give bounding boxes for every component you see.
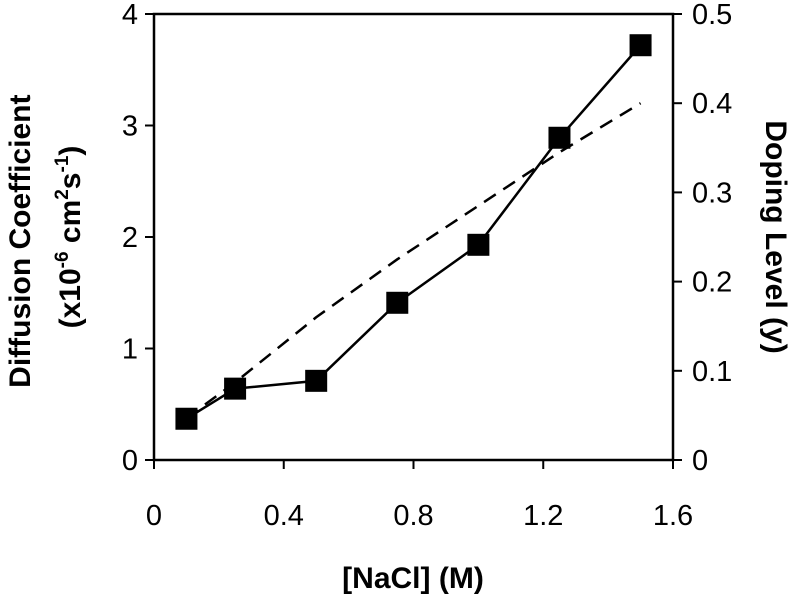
x-tick-label: 1.2 <box>523 500 563 532</box>
y-right-tick-label: 0.2 <box>692 267 732 299</box>
y-left-tick-label: 4 <box>122 0 138 31</box>
x-tick-label: 0 <box>146 500 162 532</box>
y-left-tick-label: 0 <box>122 445 138 477</box>
square-data-marker <box>629 34 652 57</box>
x-tick-label: 0.4 <box>264 500 304 532</box>
tick-marks <box>145 13 682 469</box>
square-data-marker <box>224 377 247 400</box>
y-right-tick-label: 0.4 <box>692 88 732 120</box>
x-axis-title: [NaCl] (M) <box>342 562 484 595</box>
y-left-tick-label: 3 <box>122 111 138 143</box>
square-data-marker <box>386 291 409 314</box>
square-data-marker <box>305 369 328 392</box>
diffusion-coefficient-line <box>185 44 642 420</box>
y-right-tick-label: 0.3 <box>692 177 732 209</box>
x-tick-label: 1.6 <box>653 500 693 532</box>
square-data-marker <box>548 126 571 149</box>
doping-level-dashed-line <box>185 102 642 420</box>
y-left-axis-title: Diffusion Coefficient (x10-6 cm2s-1) <box>4 86 87 388</box>
y-right-tick-label: 0.5 <box>692 0 732 31</box>
x-tick-label: 0.8 <box>393 500 433 532</box>
square-data-marker <box>467 233 490 256</box>
series-group <box>175 34 652 430</box>
y-right-tick-label: 0 <box>692 445 708 477</box>
y-left-tick-label: 2 <box>122 222 138 254</box>
y-right-tick-label: 0.1 <box>692 356 732 388</box>
tick-labels: 0 0.4 0.8 1.2 1.6 0 1 2 3 4 0 0.1 0.2 0.3 0.4 0.5 <box>122 0 732 532</box>
y-left-tick-label: 1 <box>122 334 138 366</box>
y-left-title-line1: Diffusion Coefficient <box>4 95 37 388</box>
y-right-axis-title: Doping Level (y) <box>759 120 792 353</box>
y-left-title-line2: (x10-6 cm2s-1) <box>52 146 87 329</box>
